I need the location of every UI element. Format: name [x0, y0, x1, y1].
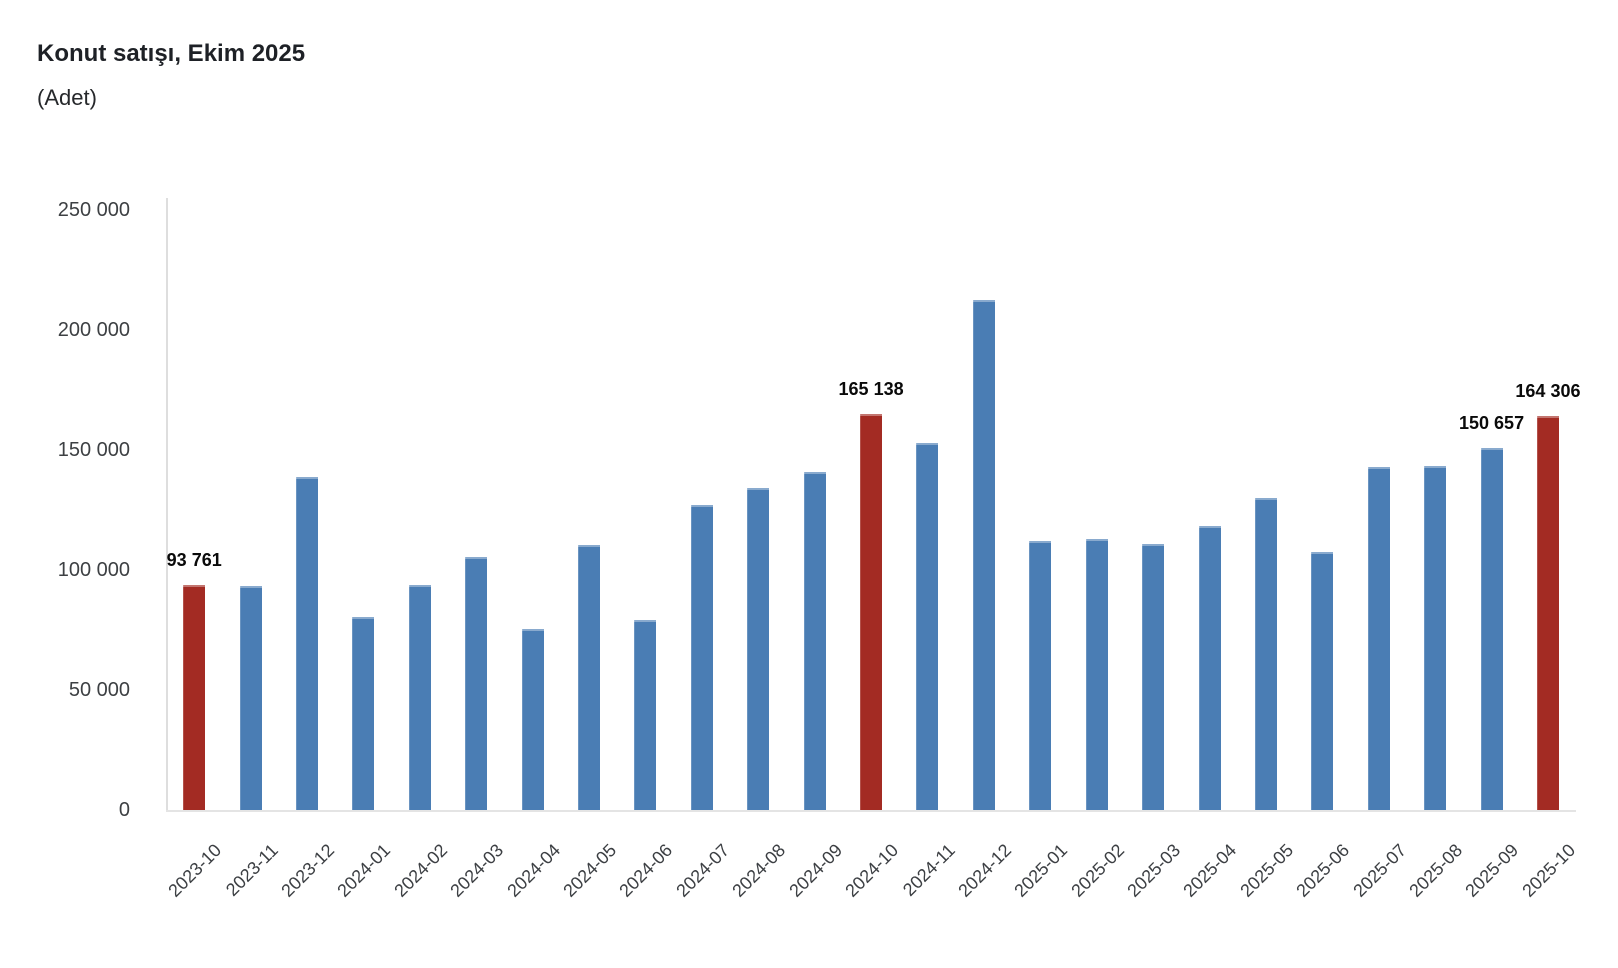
bar-slot: 150 657 2025-09 — [1459, 210, 1524, 900]
y-tick-label: 100 000 — [57, 559, 130, 581]
bar-value-label: 165 138 — [838, 378, 904, 399]
bar — [1254, 497, 1277, 810]
bar-slot: 2025-06 — [1293, 210, 1353, 901]
x-tick-label: 2024-12 — [954, 840, 1016, 901]
x-tick-label: 2025-05 — [1236, 840, 1298, 901]
bar-slot: 2023-12 — [277, 210, 338, 901]
x-tick-label: 2024-09 — [784, 840, 846, 901]
x-tick-label: 2024-04 — [502, 840, 564, 901]
x-tick-label: 2025-07 — [1349, 840, 1410, 901]
y-tick-label: 50 000 — [68, 679, 130, 701]
x-tick-label: 2025-09 — [1461, 840, 1523, 901]
bar — [1198, 525, 1221, 810]
x-tick-label: 2023-12 — [277, 840, 339, 901]
y-tick-label: 250 000 — [57, 199, 130, 221]
bar — [1424, 466, 1447, 810]
bar — [578, 544, 601, 810]
x-tick-label: 2024-01 — [333, 840, 395, 901]
bar-slot: 2024-01 — [334, 210, 395, 901]
bar-slot: 2025-04 — [1180, 210, 1241, 901]
bar-slot: 2025-03 — [1123, 210, 1184, 901]
bar-slot: 2025-07 — [1349, 210, 1410, 901]
bar-highlighted — [860, 413, 883, 810]
bar — [239, 585, 262, 810]
x-tick-label: 2024-08 — [728, 840, 790, 901]
bar-slot: 165 138 2024-10 — [839, 210, 904, 901]
bar-highlighted — [183, 585, 206, 810]
bar-value-label: 164 306 — [1515, 380, 1581, 401]
bar-highlighted — [1536, 415, 1559, 810]
x-tick-label: 2025-10 — [1518, 840, 1580, 901]
bar — [1480, 448, 1503, 810]
x-tick-label: 2025-03 — [1123, 840, 1185, 901]
bar-slot: 93 761 2023-10 — [164, 210, 225, 901]
bar — [1142, 544, 1165, 810]
bar-slot: 2024-09 — [785, 210, 846, 901]
bar — [747, 488, 770, 810]
bar-slot: 2024-04 — [503, 210, 564, 901]
bar-slot: 2025-01 — [1011, 210, 1071, 901]
x-tick-label: 2024-03 — [446, 840, 508, 901]
bar — [1311, 551, 1334, 810]
bar — [521, 628, 544, 810]
x-tick-label: 2024-02 — [390, 840, 451, 901]
chart-subtitle: (Adet) — [37, 85, 97, 110]
bar-slot: 2024-06 — [616, 210, 677, 901]
x-tick-label: 2025-08 — [1405, 840, 1467, 901]
x-tick-label: 2023-10 — [164, 840, 226, 901]
bar — [690, 505, 713, 810]
bar — [1029, 540, 1052, 810]
y-tick-label: 150 000 — [57, 439, 130, 461]
bar-slot: 2024-11 — [899, 210, 959, 900]
bar — [1367, 467, 1390, 810]
y-tick-label: 0 — [118, 799, 130, 821]
x-tick-label: 2024-05 — [559, 840, 621, 901]
x-axis-line — [166, 810, 1576, 812]
plot-area: 250 000 200 000 150 000 100 000 50 000 0 93 7… — [58, 198, 1580, 901]
bars-row: 93 761 2023-10 2023-11 2023-12 2024-01 2024-0… — [164, 210, 1580, 901]
bar — [972, 299, 995, 810]
bar — [408, 584, 431, 810]
chart-title: Konut satışı, Ekim 2025 — [37, 40, 306, 67]
bar-slot: 2025-05 — [1236, 210, 1297, 901]
bar — [1085, 539, 1108, 810]
bar — [803, 471, 826, 810]
bar-slot: 2024-03 — [447, 210, 507, 901]
bar-slot: 2024-07 — [672, 210, 733, 901]
bar — [634, 619, 657, 810]
bar-slot: 164 306 2025-10 — [1515, 210, 1580, 901]
bar-slot: 2024-08 — [729, 210, 789, 901]
bar-slot: 2025-02 — [1067, 210, 1128, 901]
bar — [916, 442, 939, 810]
y-axis-line — [166, 198, 168, 810]
bar-slot: 2025-08 — [1405, 210, 1466, 901]
x-tick-label: 2025-06 — [1292, 840, 1354, 901]
x-tick-label: 2024-06 — [615, 840, 677, 901]
bar — [296, 477, 319, 810]
x-tick-label: 2024-10 — [841, 840, 903, 901]
x-tick-label: 2025-04 — [1179, 840, 1241, 901]
bar-slot: 2024-12 — [954, 210, 1015, 901]
bar-value-label: 93 761 — [166, 550, 222, 570]
y-tick-label: 200 000 — [57, 319, 130, 341]
x-tick-label: 2024-11 — [898, 840, 959, 900]
bar-value-label: 150 657 — [1459, 413, 1525, 434]
x-tick-label: 2025-02 — [1066, 840, 1128, 901]
x-tick-label: 2023-11 — [221, 840, 282, 900]
bar — [465, 556, 488, 810]
bar-slot: 2024-02 — [390, 210, 451, 901]
bar-slot: 2024-05 — [559, 210, 620, 901]
bar-slot: 2023-11 — [222, 210, 282, 900]
x-tick-label: 2024-07 — [672, 840, 734, 901]
bar — [352, 617, 375, 810]
x-tick-label: 2025-01 — [1010, 840, 1072, 901]
